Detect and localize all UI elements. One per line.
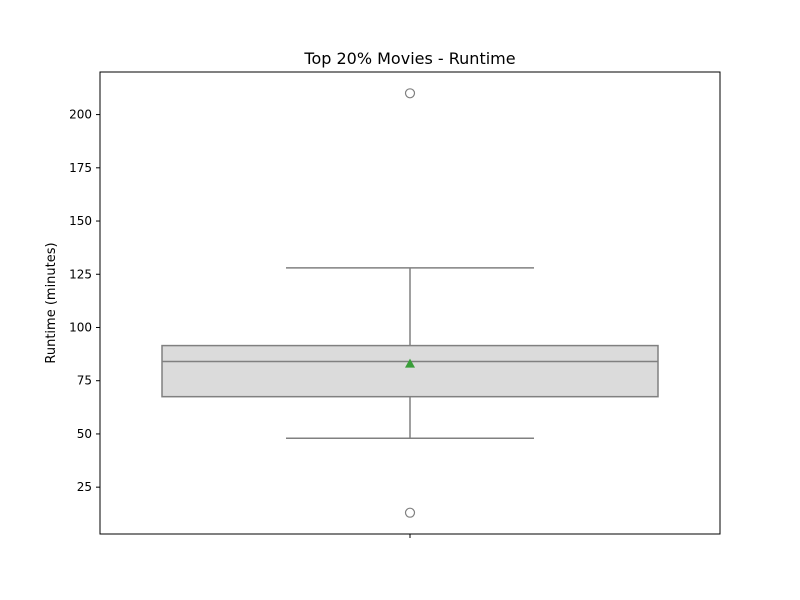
y-tick-label: 75 [77,374,92,388]
y-tick-label: 100 [69,320,92,334]
y-tick-label: 125 [69,267,92,281]
chart-title: Top 20% Movies - Runtime [303,49,515,68]
y-tick-label: 200 [69,108,92,122]
y-axis-label: Runtime (minutes) [44,242,59,363]
y-tick-label: 150 [69,214,92,228]
box-group [161,88,659,518]
outlier-point [404,88,416,99]
mean-marker [405,358,415,368]
y-axis-ticks: 25 50 75 100 125 150 175 200 [69,108,100,494]
outlier-point [404,507,416,518]
interquartile-box [161,344,659,398]
y-tick-label: 50 [77,427,92,441]
y-tick-label: 25 [77,480,92,494]
y-tick-label: 175 [69,161,92,175]
